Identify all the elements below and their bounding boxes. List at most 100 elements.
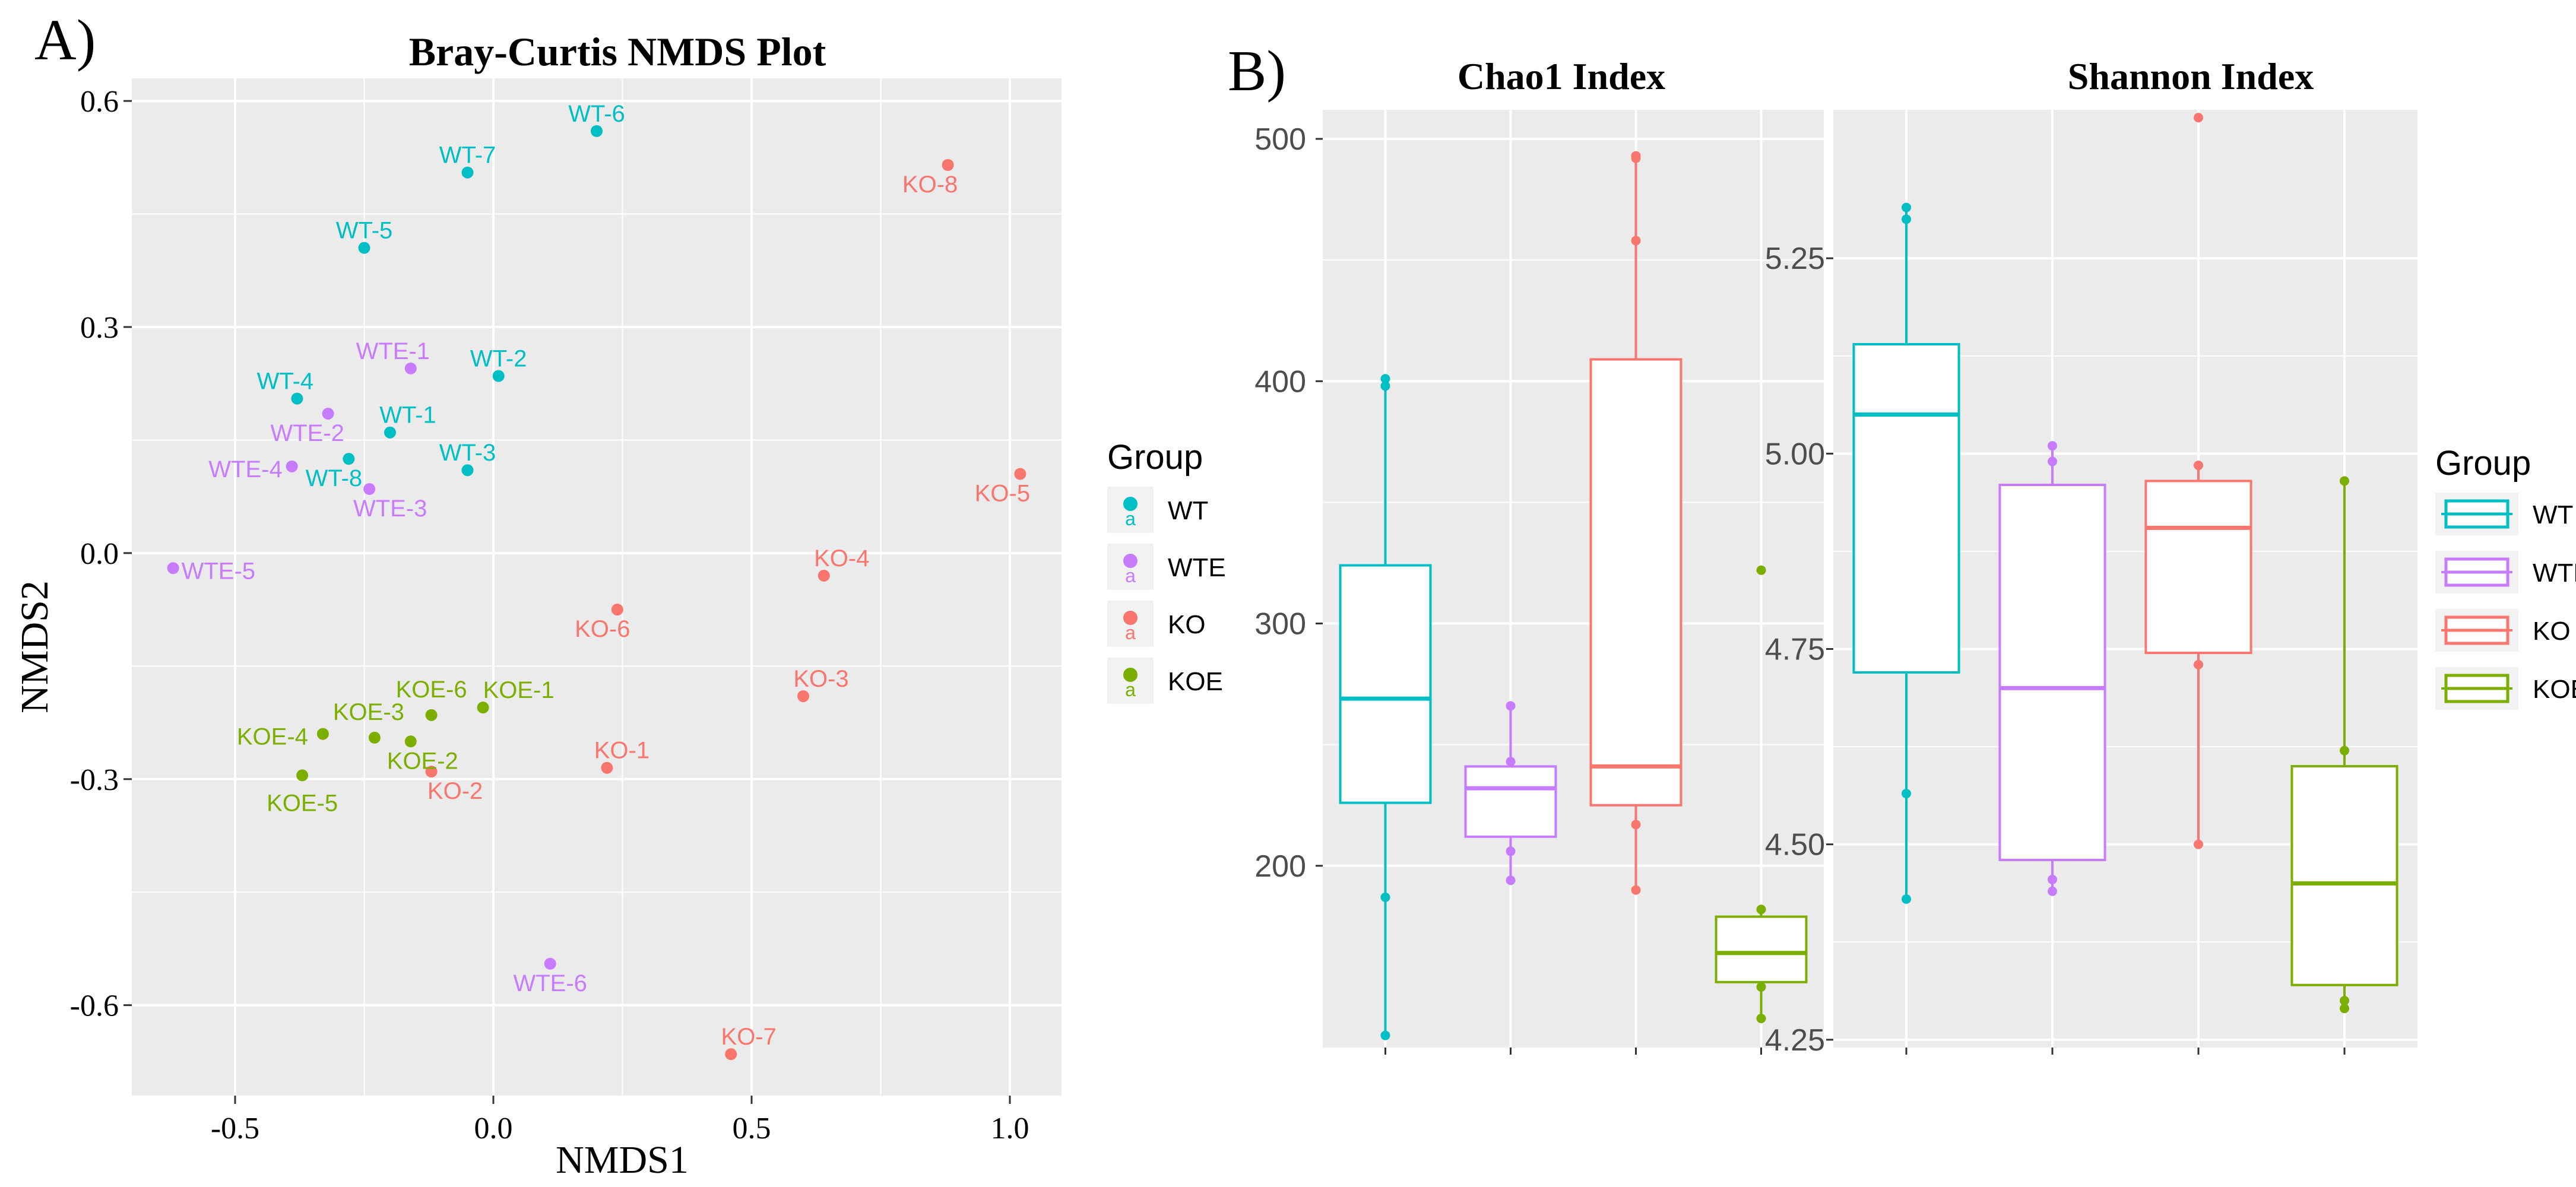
- legend-label-koe: KOE: [2533, 675, 2576, 704]
- box-point-ko: [1631, 885, 1641, 895]
- nmds-point-koe-6: [425, 709, 438, 721]
- box-point-wt: [1380, 374, 1390, 384]
- nmds-point-koe-5: [296, 769, 309, 782]
- nmds-point-ko-7: [725, 1048, 737, 1061]
- legend-key-glyph: a: [1125, 508, 1136, 529]
- box-point-ko: [1631, 151, 1641, 161]
- boxplot-y-tick-label: 4.75: [1765, 633, 1825, 667]
- nmds-point-wt-2: [492, 370, 505, 382]
- legend-key-glyph: a: [1125, 679, 1136, 700]
- box-koe: [2290, 765, 2398, 986]
- nmds-point-label-koe-5: KOE-5: [267, 790, 338, 816]
- legend-title: Group: [1107, 438, 1203, 477]
- box-point-wte: [2048, 456, 2057, 466]
- box-wte: [1464, 765, 1557, 838]
- legend-label-wt: WT: [1168, 496, 1208, 525]
- nmds-y-axis-label: NMDS2: [13, 580, 56, 713]
- box-point-wt: [1902, 894, 1911, 904]
- nmds-point-ko-3: [797, 690, 809, 703]
- nmds-point-label-wte-4: WTE-4: [208, 456, 282, 483]
- nmds-point-wte-2: [322, 407, 334, 420]
- nmds-point-label-ko-7: KO-7: [721, 1024, 777, 1050]
- boxplot-y-tick-label: 400: [1254, 364, 1306, 399]
- legend-label-ko: KO: [1168, 610, 1206, 639]
- nmds-point-wt-6: [591, 125, 603, 137]
- nmds-title: Bray-Curtis NMDS Plot: [409, 29, 826, 74]
- nmds-point-label-wte-6: WTE-6: [513, 970, 587, 996]
- nmds-point-wte-1: [404, 362, 417, 374]
- box-point-wte: [1506, 846, 1516, 856]
- nmds-point-wt-4: [291, 392, 303, 405]
- nmds-y-tick-labels: 0.6 0.3 0.0 -0.3 -0.6: [70, 85, 132, 1023]
- legend-key-glyph: a: [1125, 622, 1136, 643]
- nmds-point-label-ko-1: KO-1: [594, 738, 649, 764]
- nmds-x-tick-label: 0.0: [474, 1112, 513, 1145]
- legend-label-koe: KOE: [1168, 667, 1223, 696]
- box-ko: [2144, 480, 2252, 655]
- nmds-point-label-wte-1: WTE-1: [356, 338, 430, 364]
- boxplot-y-tick-label: 5.25: [1765, 242, 1825, 276]
- box-wt: [1339, 564, 1432, 804]
- nmds-y-tick-label: 0.3: [80, 311, 119, 345]
- legend-key-point: [1123, 497, 1138, 511]
- nmds-point-ko-1: [601, 761, 613, 774]
- nmds-point-wte-6: [544, 957, 556, 970]
- nmds-point-label-wt-6: WT-6: [568, 101, 625, 127]
- nmds-point-ko-6: [611, 604, 623, 616]
- panel-label-b: B): [1228, 39, 1286, 103]
- nmds-point-label-wt-8: WT-8: [306, 465, 363, 491]
- nmds-y-tick-label: 0.6: [80, 85, 119, 119]
- legend-key-point: [1123, 668, 1138, 682]
- nmds-x-tick-label: 1.0: [991, 1112, 1029, 1145]
- box-point-wte: [2048, 874, 2057, 884]
- nmds-gridlines: [132, 78, 1062, 1096]
- nmds-point-label-koe-4: KOE-4: [237, 724, 308, 750]
- nmds-y-tick-label: -0.3: [70, 763, 119, 797]
- nmds-point-label-wt-2: WT-2: [470, 346, 527, 372]
- boxplot-y-tick-label: 500: [1254, 122, 1306, 157]
- nmds-point-label-koe-2: KOE-2: [387, 748, 458, 774]
- chao1-boxplot: 200 300 400 500: [1254, 110, 1824, 1055]
- nmds-point-wt-5: [358, 242, 370, 254]
- nmds-point-label-ko-3: KO-3: [793, 666, 848, 692]
- box-point-ko: [2194, 113, 2203, 123]
- nmds-point-label-wte-2: WTE-2: [270, 420, 344, 446]
- nmds-point-wt-1: [384, 426, 396, 439]
- nmds-point-ko-2: [425, 766, 438, 778]
- box-point-koe: [1756, 904, 1766, 915]
- alpha-diversity-plots: B) Chao1 Index Shannon Index 200 300 400 50…: [1228, 39, 2417, 1058]
- box-point-koe: [2340, 996, 2349, 1005]
- box-point-wte: [1506, 757, 1516, 767]
- box-point-koe: [2340, 476, 2349, 486]
- legend-key-point: [1123, 554, 1138, 568]
- box-point-koe: [2340, 745, 2349, 756]
- panel-label-a: A): [34, 8, 96, 72]
- box-point-ko: [2194, 659, 2203, 669]
- legend-label-wte: WTE: [1168, 553, 1226, 582]
- legend-a: Group a WT a WTE a KO a KOE: [1107, 438, 1226, 704]
- nmds-point-wte-3: [363, 483, 376, 495]
- box-point-wte: [1506, 701, 1516, 711]
- legend-label-wt: WT: [2533, 500, 2573, 529]
- box-point-wte: [2048, 441, 2057, 451]
- nmds-point-koe-2: [404, 735, 417, 748]
- nmds-point-wt-7: [461, 166, 474, 179]
- nmds-point-label-koe-3: KOE-3: [333, 699, 404, 725]
- nmds-point-label-ko-8: KO-8: [902, 172, 958, 198]
- nmds-y-tick-label: -0.6: [70, 989, 119, 1023]
- nmds-x-tick-label: 0.5: [733, 1112, 771, 1145]
- boxplot-y-tick-label: 4.25: [1765, 1023, 1825, 1058]
- chao1-title: Chao1 Index: [1457, 55, 1665, 97]
- boxplot-y-tick-label: 300: [1254, 607, 1306, 642]
- legend-title: Group: [2435, 444, 2531, 483]
- nmds-point-koe-1: [477, 702, 489, 714]
- nmds-point-ko-5: [1014, 468, 1026, 480]
- nmds-point-label-ko-4: KO-4: [814, 545, 869, 572]
- box-point-wte: [2048, 886, 2057, 896]
- nmds-point-koe-3: [368, 731, 381, 744]
- nmds-point-label-wte-5: WTE-5: [182, 558, 255, 584]
- box-point-ko: [1631, 236, 1641, 246]
- nmds-point-label-koe-1: KOE-1: [483, 677, 555, 703]
- nmds-x-tick-label: -0.5: [211, 1112, 259, 1145]
